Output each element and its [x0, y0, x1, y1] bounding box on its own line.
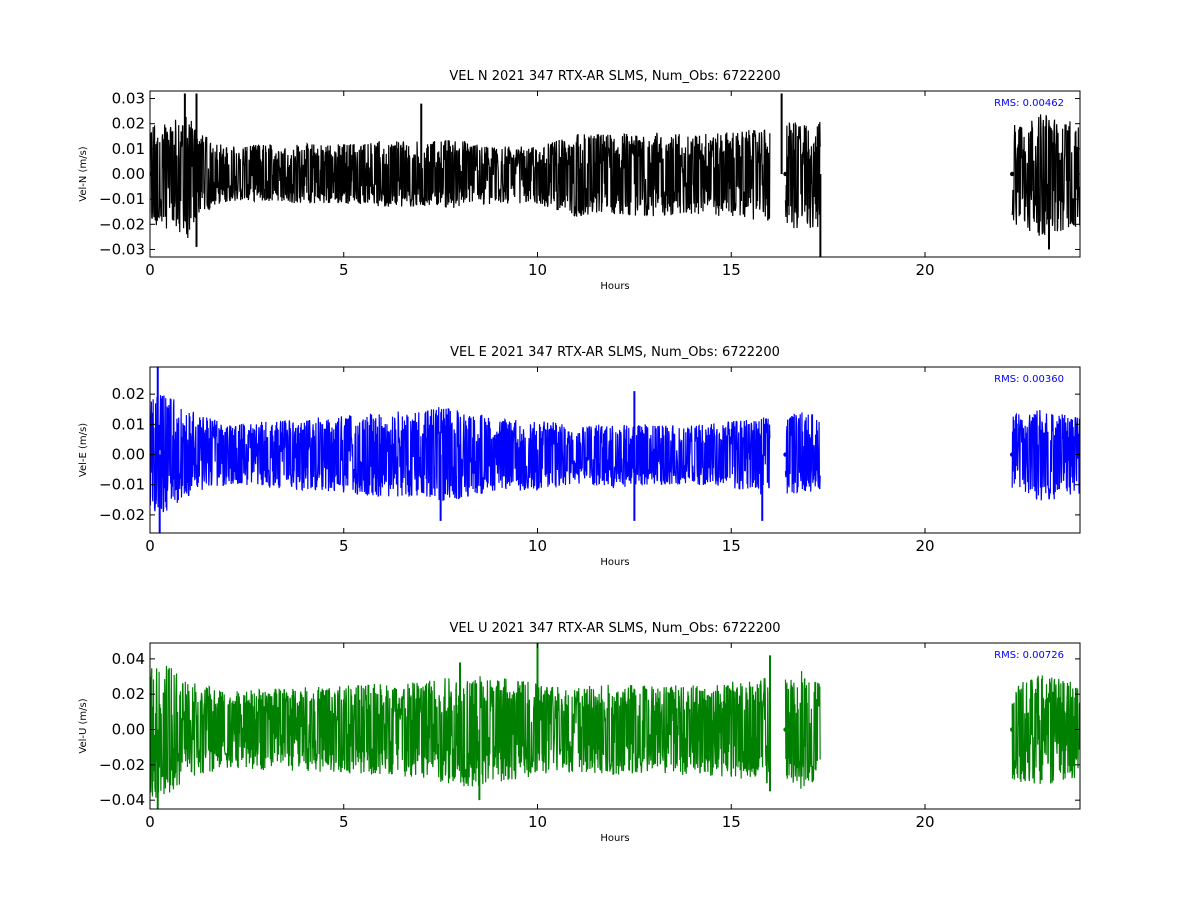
x-tick-label: 5 — [339, 537, 349, 555]
y-tick-label: 0.01 — [112, 140, 145, 158]
chart-title: VEL E 2021 347 RTX-AR SLMS, Num_Obs: 672… — [450, 345, 780, 360]
x-tick-label: 15 — [722, 813, 741, 831]
segment-start-marker — [1009, 171, 1015, 177]
x-tick-label: 20 — [915, 537, 934, 555]
rms-annotation: RMS: 0.00360 — [994, 374, 1064, 385]
y-axis-label: Vel-U (m/s) — [78, 698, 89, 753]
y-tick-label: 0.00 — [112, 446, 145, 464]
y-tick-label: 0.01 — [112, 415, 145, 433]
y-tick-label: 0.02 — [112, 385, 145, 403]
x-tick-label: 0 — [145, 537, 155, 555]
chart-title: VEL N 2021 347 RTX-AR SLMS, Num_Obs: 672… — [449, 69, 780, 84]
x-tick-label: 15 — [722, 261, 741, 279]
y-tick-label: −0.01 — [99, 190, 145, 208]
x-tick-label: 5 — [339, 261, 349, 279]
y-axis-label: Vel-N (m/s) — [78, 146, 89, 201]
x-axis-label: Hours — [600, 281, 629, 292]
segment-start-marker — [783, 727, 788, 732]
y-tick-label: −0.02 — [99, 215, 145, 233]
series-segment — [150, 116, 771, 239]
plot-frame — [149, 642, 1081, 810]
y-tick-label: −0.04 — [99, 791, 145, 809]
rms-annotation: RMS: 0.00462 — [994, 98, 1064, 109]
y-tick-label: 0.00 — [112, 165, 145, 183]
chart-title: VEL U 2021 347 RTX-AR SLMS, Num_Obs: 672… — [449, 621, 780, 636]
chart-panel-2: 0 5 10 15 20 −0.04 −0.02 0.00 0.02 0.04 VEL U 2021… — [78, 621, 1081, 844]
y-tick-label: 0.00 — [112, 721, 145, 739]
segment-start-marker — [783, 171, 788, 177]
chart-panel-1: 0 5 10 15 20 −0.02 −0.01 0.00 0.01 0.02 VEL E 2021… — [78, 345, 1081, 568]
y-tick-label: 0.02 — [112, 115, 145, 133]
x-tick-label: 10 — [528, 261, 547, 279]
chart-panel-0: 0 5 10 15 20 −0.03 −0.02 −0.01 0.00 0.01 0.02 0.03 V… — [78, 69, 1081, 292]
x-tick-label: 10 — [528, 537, 547, 555]
y-tick-label: −0.02 — [99, 506, 145, 524]
segment-start-marker — [1009, 452, 1015, 457]
y-tick-label: −0.02 — [99, 756, 145, 774]
series-line — [150, 367, 1080, 533]
x-tick-label: 10 — [528, 813, 547, 831]
y-tick-label: −0.03 — [99, 240, 145, 258]
y-axis-label: Vel-E (m/s) — [78, 423, 89, 477]
series-segment — [1011, 409, 1080, 501]
y-tick-label: 0.02 — [112, 685, 145, 703]
x-tick-label: 20 — [915, 813, 934, 831]
series-segment — [1011, 675, 1080, 784]
segment-start-marker — [783, 452, 788, 457]
x-axis-label: Hours — [600, 833, 629, 844]
y-tick-label: 0.03 — [112, 90, 145, 108]
x-tick-label: 0 — [145, 813, 155, 831]
series-segment — [784, 121, 821, 229]
series-segment — [784, 671, 821, 789]
series-segment — [150, 393, 771, 513]
x-tick-label: 15 — [722, 537, 741, 555]
plot-frame — [149, 366, 1081, 534]
segment-start-marker — [1009, 727, 1015, 732]
series-segment — [1011, 114, 1080, 236]
y-tick-label: −0.01 — [99, 476, 145, 494]
series-line — [150, 93, 1080, 257]
x-tick-label: 5 — [339, 813, 349, 831]
y-tick-label: 0.04 — [112, 650, 145, 668]
series-segment — [784, 412, 821, 495]
x-tick-label: 20 — [915, 261, 934, 279]
x-axis-label: Hours — [600, 557, 629, 568]
x-tick-label: 0 — [145, 261, 155, 279]
series-line — [150, 643, 1080, 809]
rms-annotation: RMS: 0.00726 — [994, 650, 1064, 661]
